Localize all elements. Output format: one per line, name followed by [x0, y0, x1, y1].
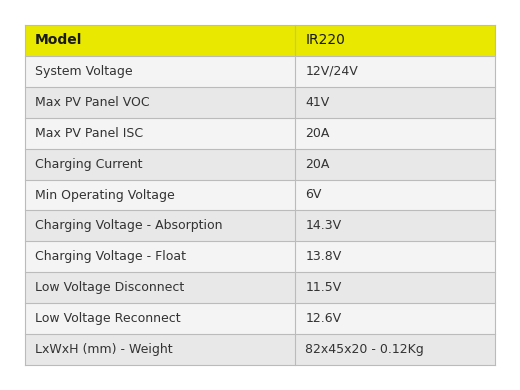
Text: Charging Current: Charging Current	[35, 158, 142, 170]
Bar	[25, 211, 295, 241]
Text: IR220: IR220	[305, 34, 345, 48]
Text: 12.6V: 12.6V	[305, 312, 341, 325]
Bar	[25, 179, 295, 211]
Bar	[25, 241, 295, 272]
Text: 82x45x20 - 0.12Kg: 82x45x20 - 0.12Kg	[305, 343, 424, 356]
Text: Low Voltage Reconnect: Low Voltage Reconnect	[35, 312, 180, 325]
Text: Max PV Panel ISC: Max PV Panel ISC	[35, 127, 143, 140]
Text: 12V/24V: 12V/24V	[305, 65, 358, 78]
Text: 14.3V: 14.3V	[305, 220, 341, 232]
Bar	[295, 303, 495, 334]
Bar	[25, 149, 295, 179]
Text: Low Voltage Disconnect: Low Voltage Disconnect	[35, 281, 184, 294]
Bar	[25, 303, 295, 334]
Text: Max PV Panel VOC: Max PV Panel VOC	[35, 96, 150, 109]
Bar	[295, 56, 495, 87]
Text: 6V: 6V	[305, 188, 322, 202]
Bar	[25, 118, 295, 149]
Bar	[295, 272, 495, 303]
Text: Charging Voltage - Float: Charging Voltage - Float	[35, 250, 186, 263]
Text: 13.8V: 13.8V	[305, 250, 342, 263]
Text: Min Operating Voltage: Min Operating Voltage	[35, 188, 175, 202]
Text: 11.5V: 11.5V	[305, 281, 342, 294]
Bar	[25, 87, 295, 118]
Bar	[295, 25, 495, 56]
Text: 20A: 20A	[305, 127, 330, 140]
Bar	[295, 241, 495, 272]
Bar	[295, 118, 495, 149]
Bar	[295, 211, 495, 241]
Text: 20A: 20A	[305, 158, 330, 170]
Text: LxWxH (mm) - Weight: LxWxH (mm) - Weight	[35, 343, 173, 356]
Bar	[25, 56, 295, 87]
Text: Model: Model	[35, 34, 82, 48]
Bar	[25, 272, 295, 303]
Bar	[25, 25, 295, 56]
Bar	[295, 149, 495, 179]
Bar	[295, 179, 495, 211]
Bar	[295, 87, 495, 118]
Text: System Voltage: System Voltage	[35, 65, 133, 78]
Bar	[295, 334, 495, 365]
Bar	[25, 334, 295, 365]
Text: Charging Voltage - Absorption: Charging Voltage - Absorption	[35, 220, 223, 232]
Text: 41V: 41V	[305, 96, 330, 109]
